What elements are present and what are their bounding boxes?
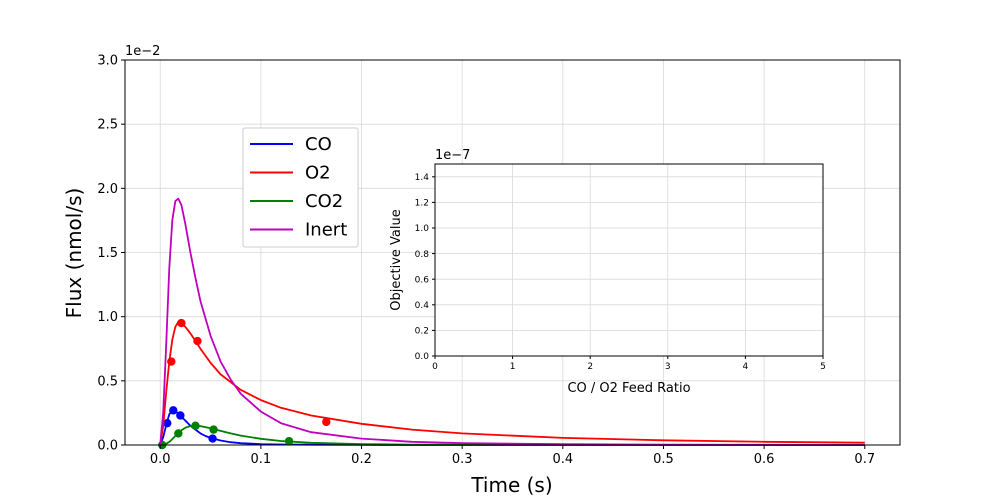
- y-tick-label: 2.0: [97, 182, 118, 197]
- y-tick-label: 1.0: [97, 310, 118, 325]
- data-point-co: [163, 418, 172, 428]
- legend-entry-o2: O2: [250, 163, 331, 184]
- y-tick-label: 0.0: [97, 439, 118, 454]
- y-tick-label: 0.5: [97, 374, 118, 389]
- y-tick-label: 0.8: [415, 250, 430, 260]
- inset-y-axis-label: Objective Value: [389, 209, 404, 310]
- inset-plot-frame: [434, 163, 824, 357]
- series-inert: [159, 197, 865, 446]
- x-tick-label: 0.6: [754, 452, 775, 467]
- data-point-co: [169, 406, 178, 415]
- legend-label: Inert: [305, 220, 347, 241]
- main-x-axis-label: Time (s): [470, 473, 552, 497]
- y-tick-label: 0.0: [415, 352, 430, 362]
- legend-entry-co: CO: [250, 134, 332, 155]
- data-point-o2: [167, 357, 176, 366]
- y-tick-label: 1.2: [415, 199, 429, 209]
- x-tick-label: 1: [510, 362, 516, 372]
- legend-box: [242, 127, 359, 248]
- data-point-co: [176, 411, 185, 420]
- data-point-o2: [177, 318, 186, 328]
- inset-chart: 0 1 2 3 4 5 0.0 0.2 0.4 0.6 0.8 1.0 1.2 1.4 1e−7 CO …: [389, 148, 826, 396]
- legend-label: O2: [305, 163, 331, 184]
- x-tick-label: 0.4: [552, 452, 573, 467]
- y-tick-label: 2.5: [97, 118, 118, 133]
- x-tick-label: 5: [820, 362, 826, 372]
- x-tick-label: 4: [743, 362, 749, 372]
- main-y-axis-label: Flux (nmol/s): [62, 188, 86, 319]
- inset-x-axis-label: CO / O2 Feed Ratio: [567, 381, 690, 396]
- x-tick-label: 0.0: [150, 452, 171, 467]
- y-tick-label: 1.5: [97, 246, 118, 261]
- data-point-co: [208, 434, 217, 443]
- legend: CO O2 CO2 Inert: [242, 127, 359, 248]
- series-line-o2: [159, 320, 865, 446]
- inset-plot-area: [435, 164, 823, 356]
- x-tick-label: 0.1: [251, 452, 272, 467]
- main-y-ticks: 0.0 0.5 1.0 1.5 2.0 2.5 3.0: [97, 54, 125, 454]
- x-tick-label: 0.3: [452, 452, 473, 467]
- legend-label: CO: [305, 134, 332, 155]
- main-x-ticks: 0.0 0.1 0.2 0.3 0.4 0.5 0.6 0.7: [150, 445, 875, 467]
- y-tick-label: 1.4: [415, 173, 430, 183]
- y-tick-label: 3.0: [97, 54, 118, 69]
- y-tick-label: 0.2: [415, 327, 429, 337]
- x-tick-label: 2: [587, 362, 593, 372]
- series-o2: [159, 318, 865, 446]
- legend-entry-inert: Inert: [250, 220, 347, 241]
- x-tick-label: 0.7: [854, 452, 875, 467]
- inset-y-scale-label: 1e−7: [435, 148, 470, 163]
- y-tick-label: 0.4: [415, 301, 430, 311]
- main-y-scale-label: 1e−2: [125, 44, 160, 59]
- x-tick-label: 3: [665, 362, 671, 372]
- data-point-o2: [193, 336, 202, 346]
- y-tick-label: 1.0: [415, 224, 430, 234]
- y-tick-label: 0.6: [415, 275, 430, 285]
- legend-entry-co2: CO2: [250, 191, 343, 212]
- data-point-co2: [284, 436, 294, 446]
- x-tick-label: 0.2: [351, 452, 372, 467]
- series-line-inert: [159, 197, 865, 446]
- inset-y-ticks: 0.0 0.2 0.4 0.6 0.8 1.0 1.2 1.4: [415, 173, 435, 362]
- data-point-co2: [209, 425, 218, 434]
- x-tick-label: 0.5: [653, 452, 674, 467]
- inset-x-ticks: 0 1 2 3 4 5: [432, 356, 826, 372]
- x-tick-label: 0: [432, 362, 438, 372]
- legend-label: CO2: [305, 191, 343, 212]
- data-point-co2: [174, 429, 183, 438]
- data-point-co2: [191, 421, 200, 430]
- data-point-o2: [322, 417, 331, 427]
